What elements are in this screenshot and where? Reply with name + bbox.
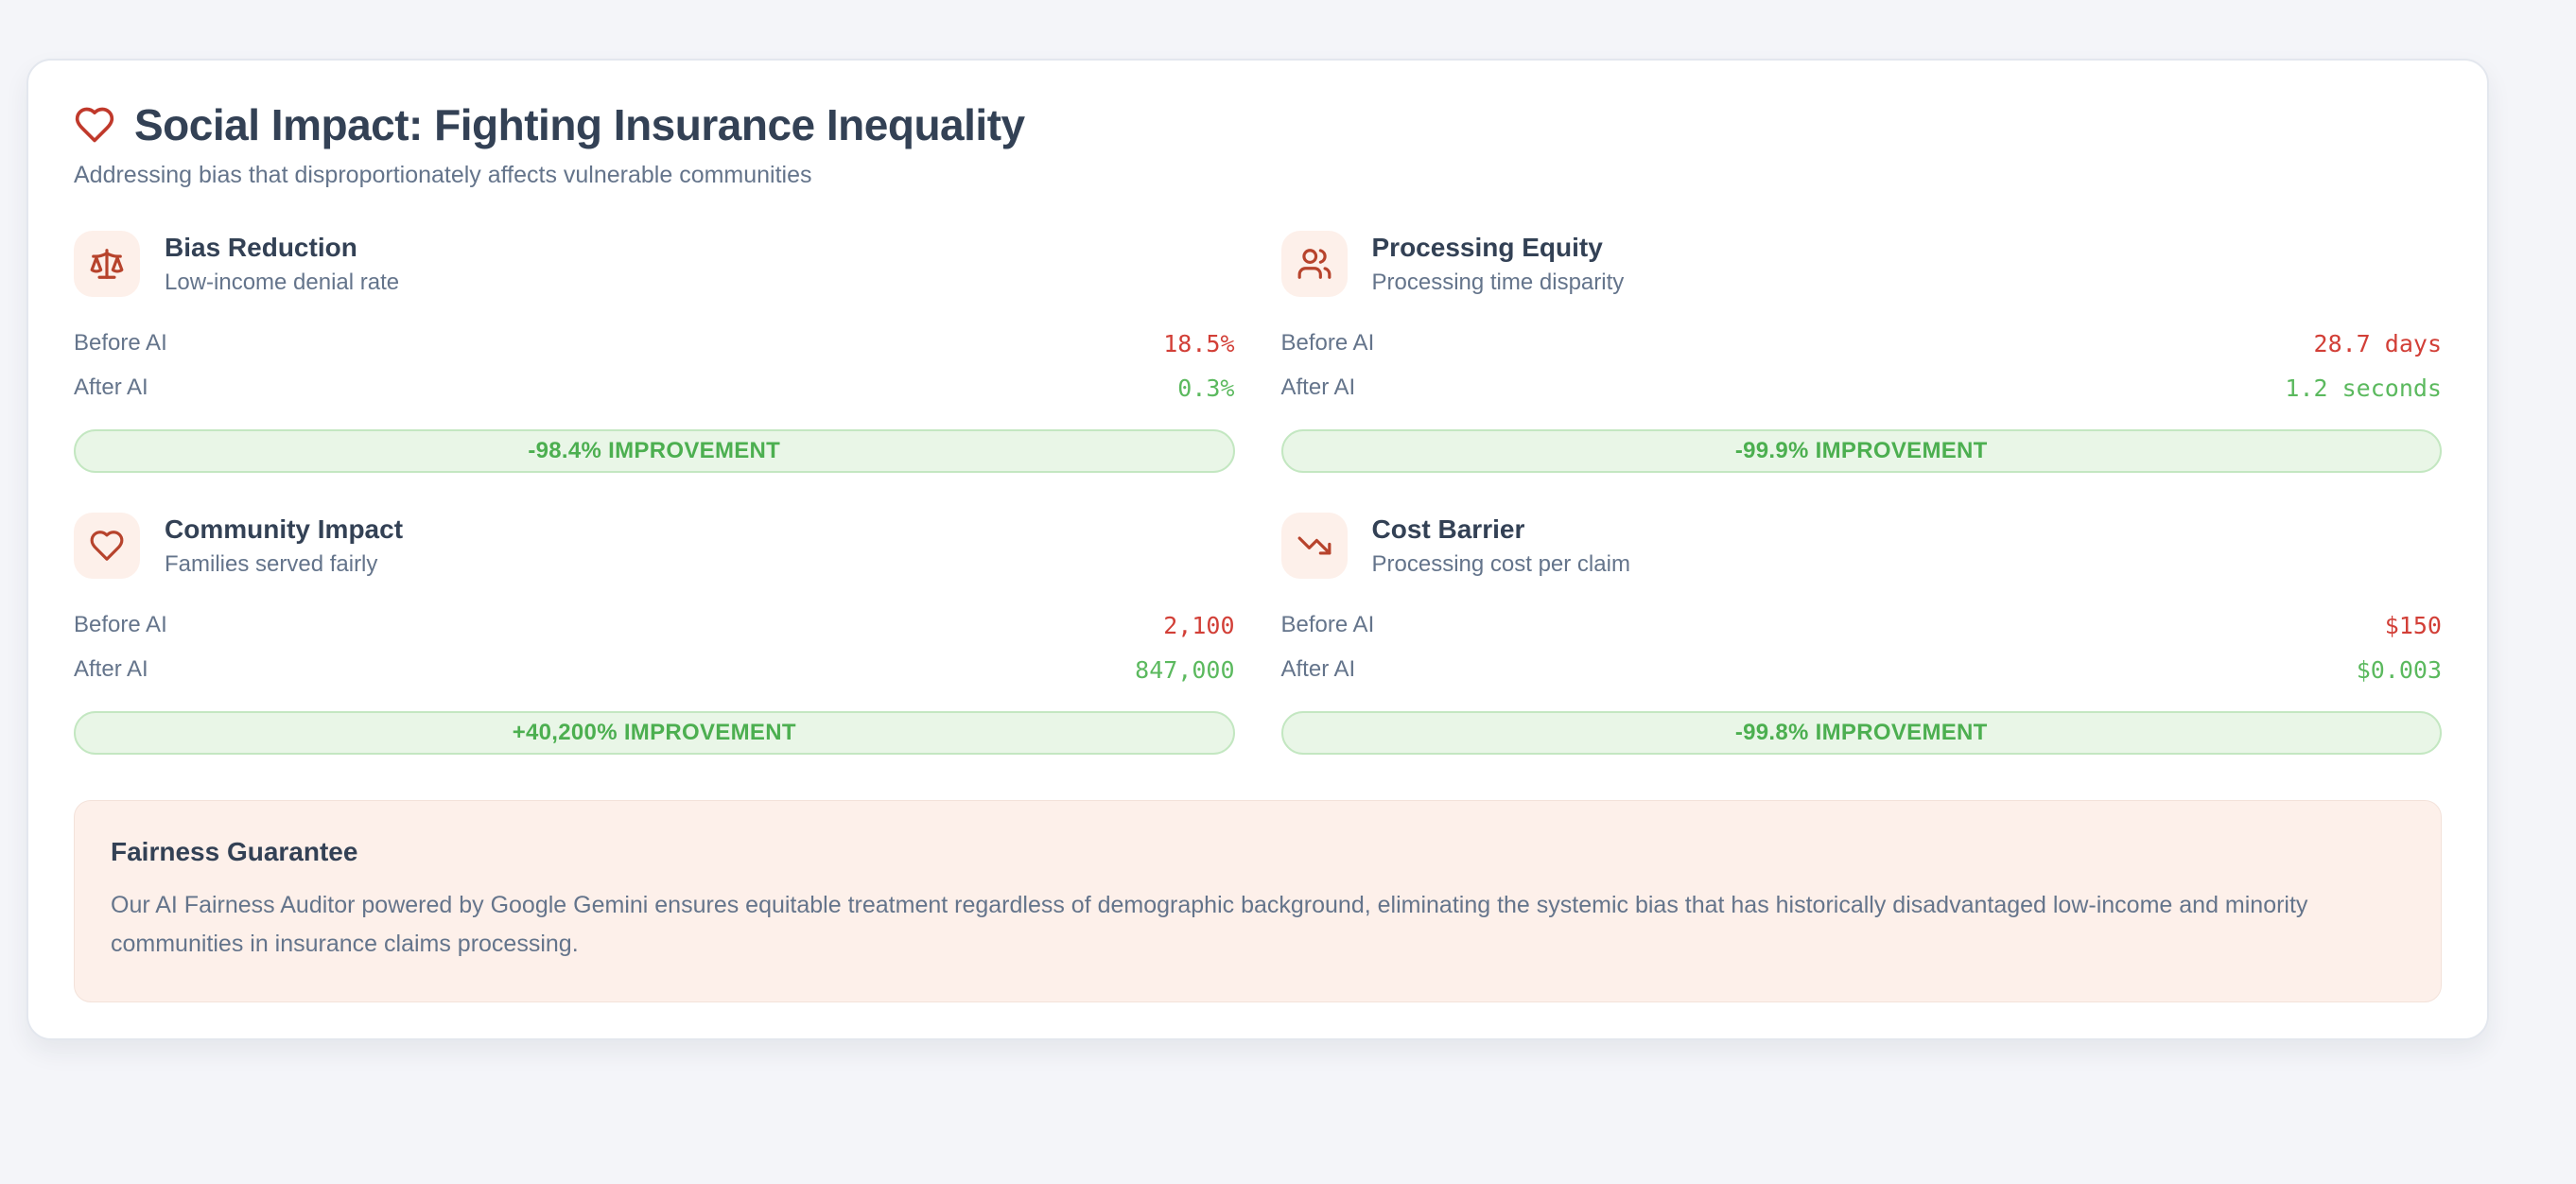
trending-down-icon xyxy=(1280,512,1348,579)
after-ai-row: After AI 847,000 xyxy=(74,648,1235,692)
after-ai-row: After AI 0.3% xyxy=(74,366,1235,410)
scale-icon xyxy=(74,230,140,297)
before-ai-label: Before AI xyxy=(74,612,167,638)
heart-icon xyxy=(74,512,140,579)
before-ai-label: Before AI xyxy=(1280,612,1375,638)
social-impact-card: Social Impact: Fighting Insurance Inequa… xyxy=(26,59,2489,1040)
after-ai-value: $0.003 xyxy=(2356,655,2442,684)
improvement-badge: -99.9% IMPROVEMENT xyxy=(1280,428,2442,473)
before-ai-value: 18.5% xyxy=(1163,329,1235,357)
improvement-badge: +40,200% IMPROVEMENT xyxy=(74,710,1235,755)
metric-bias-reduction: Bias Reduction Low-income denial rate Be… xyxy=(74,230,1235,473)
metric-header: Processing Equity Processing time dispar… xyxy=(1280,230,2443,297)
before-ai-label: Before AI xyxy=(1280,330,1375,357)
metric-subtitle: Families served fairly xyxy=(165,550,378,577)
before-ai-row: Before AI 18.5% xyxy=(74,322,1235,366)
page-title: Social Impact: Fighting Insurance Inequa… xyxy=(134,100,1025,149)
after-ai-value: 0.3% xyxy=(1177,374,1235,402)
after-ai-label: After AI xyxy=(74,656,148,683)
metrics-grid: Bias Reduction Low-income denial rate Be… xyxy=(74,230,2443,755)
before-ai-value: $150 xyxy=(2384,611,2442,639)
metric-title: Processing Equity xyxy=(1371,233,1603,263)
fairness-title: Fairness Guarantee xyxy=(111,836,358,866)
metric-rows: Before AI $150 After AI $0.003 xyxy=(1281,603,2443,692)
metric-subtitle: Low-income denial rate xyxy=(165,269,400,295)
metric-rows: Before AI 18.5% After AI 0.3% xyxy=(74,322,1235,410)
before-ai-row: Before AI 28.7 days xyxy=(1281,322,2443,366)
metric-title: Bias Reduction xyxy=(165,233,357,263)
improvement-badge: -99.8% IMPROVEMENT xyxy=(1280,710,2442,755)
users-icon xyxy=(1280,230,1348,297)
after-ai-value: 847,000 xyxy=(1135,655,1235,684)
page-subtitle: Addressing bias that disproportionately … xyxy=(74,161,812,188)
after-ai-row: After AI $0.003 xyxy=(1281,648,2443,692)
metric-cost-barrier: Cost Barrier Processing cost per claim B… xyxy=(1280,512,2443,755)
metric-header: Community Impact Families served fairly xyxy=(74,512,1235,579)
after-ai-row: After AI 1.2 seconds xyxy=(1281,366,2443,410)
metric-rows: Before AI 2,100 After AI 847,000 xyxy=(74,603,1235,692)
before-ai-row: Before AI 2,100 xyxy=(74,603,1235,648)
fairness-guarantee-panel: Fairness Guarantee Our AI Fairness Audit… xyxy=(74,799,2442,1003)
after-ai-label: After AI xyxy=(1280,374,1356,401)
fairness-body: Our AI Fairness Auditor powered by Googl… xyxy=(111,891,2308,958)
metric-header: Cost Barrier Processing cost per claim xyxy=(1280,512,2443,579)
metric-title: Community Impact xyxy=(165,514,404,545)
improvement-badge: -98.4% IMPROVEMENT xyxy=(74,428,1235,473)
after-ai-label: After AI xyxy=(74,374,148,401)
after-ai-label: After AI xyxy=(1280,656,1356,683)
before-ai-value: 2,100 xyxy=(1163,611,1235,639)
heart-icon xyxy=(75,108,114,143)
before-ai-label: Before AI xyxy=(74,330,167,357)
metric-subtitle: Processing time disparity xyxy=(1371,269,1625,295)
after-ai-value: 1.2 seconds xyxy=(2285,374,2442,402)
metric-title: Cost Barrier xyxy=(1371,514,1525,545)
page-header: Social Impact: Fighting Insurance Inequa… xyxy=(74,100,2442,150)
metric-subtitle: Processing cost per claim xyxy=(1371,550,1630,577)
before-ai-value: 28.7 days xyxy=(2313,329,2442,357)
metric-header: Bias Reduction Low-income denial rate xyxy=(74,230,1235,297)
before-ai-row: Before AI $150 xyxy=(1281,603,2443,648)
metric-community-impact: Community Impact Families served fairly … xyxy=(74,512,1235,755)
metric-rows: Before AI 28.7 days After AI 1.2 seconds xyxy=(1281,322,2443,410)
metric-processing-equity: Processing Equity Processing time dispar… xyxy=(1280,230,2443,473)
